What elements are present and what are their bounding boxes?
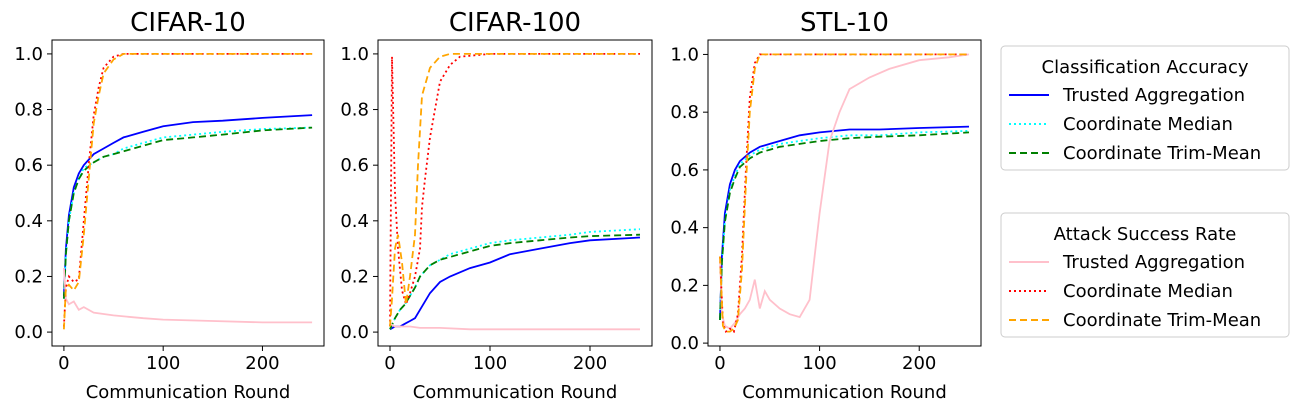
legend-label: Trusted Aggregation [1062,252,1245,273]
y-tick-label: 1.0 [340,44,369,65]
series-line-attack-success-rate-4 [719,53,970,330]
series-line-classification-accuracy-1 [389,236,641,331]
x-axis-label: Communication Round [742,382,947,403]
series-line-attack-success-rate-6 [719,53,969,333]
y-tick-label: 0.6 [14,155,43,176]
y-tick-label: 0.2 [340,266,369,287]
y-tick-label: 0.0 [670,333,699,354]
x-tick-label: 200 [573,353,607,374]
x-tick-label: 0 [58,353,69,374]
y-tick-label: 0.4 [14,211,43,232]
y-tick-label: 0.4 [670,218,699,239]
y-tick-label: 0.8 [340,100,369,121]
y-tick-label: 0.4 [340,211,369,232]
y-tick-label: 0.2 [670,275,699,296]
legend-label: Coordinate Trim-Mean [1063,310,1261,331]
plot-frame [377,39,653,347]
x-tick-label: 200 [245,353,279,374]
y-tick-label: 0.2 [14,266,43,287]
x-tick-label: 100 [146,353,180,374]
chart-panel-2: CIFAR-100 0.0 0.2 0.4 0.6 0.8 1.0 0 100 200 Commun… [340,8,653,403]
chart-title: CIFAR-10 [130,8,246,38]
plot-frame [707,39,982,347]
series-line-classification-accuracy-3 [389,233,641,330]
y-tick-label: 0.0 [14,322,43,343]
series-line-attack-success-rate-4 [389,322,640,331]
y-tick-label: 0.6 [670,160,699,181]
series-line-attack-success-rate-6 [389,53,640,327]
x-tick-label: 100 [473,353,507,374]
series-line-classification-accuracy-1 [719,125,970,321]
y-tick-label: 0.8 [14,100,43,121]
x-tick-label: 0 [384,353,395,374]
series-line-classification-accuracy-1 [63,114,313,296]
series-line-attack-success-rate-5 [63,53,313,327]
y-tick-label: 1.0 [670,44,699,65]
series-line-classification-accuracy-3 [63,126,313,299]
chart-panel-1: CIFAR-10 0.0 0.2 0.4 0.6 0.8 1.0 0 100 200 Communi… [14,8,325,403]
legend-label: Trusted Aggregation [1062,85,1245,106]
y-tick-label: 0.6 [340,155,369,176]
x-tick-label: 100 [802,353,836,374]
y-tick-label: 0.8 [670,102,699,123]
legend-title: Classification Accuracy [1042,57,1249,78]
legend-label: Coordinate Median [1063,281,1233,302]
chart-panel-3: STL-10 0.0 0.2 0.4 0.6 0.8 1.0 0 100 200 Communica… [670,8,982,403]
series-line-classification-accuracy-2 [63,126,313,299]
series-line-classification-accuracy-3 [719,131,970,321]
series-line-attack-success-rate-5 [389,53,640,327]
x-axis-label: Communication Round [86,382,291,403]
chart-title: CIFAR-100 [449,8,581,38]
legend-box [1000,45,1290,171]
chart-title: STL-10 [800,8,889,38]
series-line-attack-success-rate-6 [63,53,313,330]
x-axis-label: Communication Round [413,382,618,403]
legend-title: Attack Success Rate [1054,224,1237,245]
y-tick-label: 1.0 [14,44,43,65]
x-tick-label: 200 [902,353,936,374]
legend-box [1000,212,1290,338]
plot-frame [51,39,325,347]
x-tick-label: 0 [714,353,725,374]
legend-2: Attack Success Rate Trusted Aggregation Co… [1000,212,1290,338]
legend-1: Classification Accuracy Trusted Aggregati… [1000,45,1290,171]
series-line-classification-accuracy-2 [389,228,641,330]
legend-label: Coordinate Trim-Mean [1063,143,1261,164]
y-tick-label: 0.0 [340,322,369,343]
legend-label: Coordinate Median [1063,114,1233,135]
series-line-attack-success-rate-4 [63,268,313,324]
